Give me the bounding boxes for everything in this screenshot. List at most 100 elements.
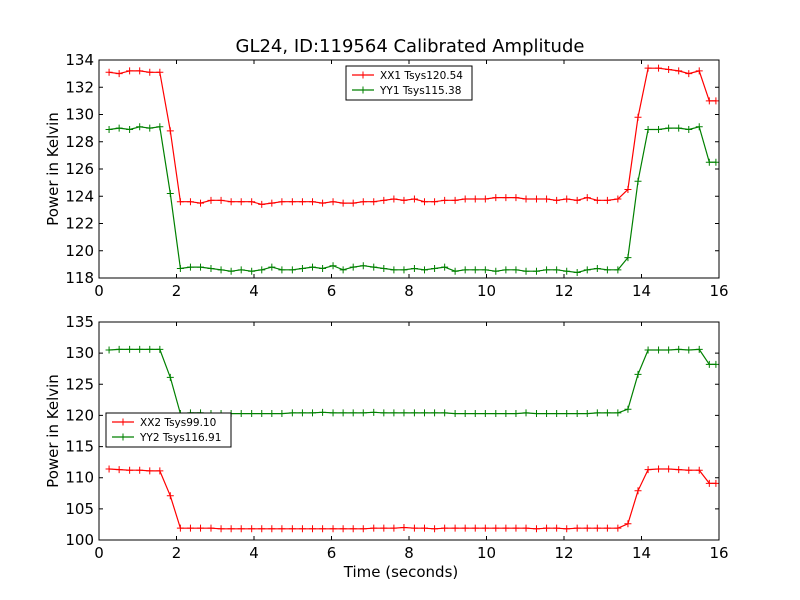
data-point [481, 195, 489, 203]
data-point [400, 524, 408, 532]
x-axis-label: Time (seconds) [343, 563, 459, 581]
data-point [278, 525, 286, 533]
data-point [634, 370, 642, 378]
data-point [532, 267, 540, 275]
data-point [237, 198, 245, 206]
data-point [207, 196, 215, 204]
data-point [421, 409, 428, 417]
data-point [695, 123, 703, 131]
data-point [400, 266, 408, 274]
data-point [349, 263, 357, 271]
data-point [329, 198, 337, 206]
data-point [471, 524, 479, 532]
data-point [359, 409, 367, 417]
data-point [136, 123, 144, 131]
data-point [705, 97, 713, 105]
x-tick-label: 16 [709, 544, 728, 562]
data-point [248, 267, 256, 275]
data-point [614, 195, 622, 203]
data-point [359, 198, 367, 206]
data-point [675, 67, 683, 75]
data-point [390, 195, 398, 203]
data-point [502, 194, 510, 202]
bottom-panel: 0 2 4 6 8 10 12 14 16 100 105 110 115 120 125 130 135 Pow… [44, 313, 729, 581]
data-point [685, 125, 693, 133]
legend: XX1 Tsys120.54 YY1 Tsys115.38 [345, 65, 473, 101]
data-point [237, 410, 245, 418]
data-point [492, 194, 500, 202]
data-point [319, 525, 327, 533]
data-point [492, 267, 500, 275]
data-point [136, 67, 144, 75]
data-point [258, 266, 266, 274]
data-point [186, 198, 194, 206]
data-point [146, 124, 154, 132]
data-point [532, 410, 540, 418]
data-point [624, 520, 632, 528]
data-point [146, 68, 154, 76]
data-point [166, 373, 174, 381]
data-point [712, 97, 720, 105]
data-point [603, 524, 611, 532]
y-tick-label: 118 [65, 269, 94, 287]
x-tick-label: 12 [554, 544, 573, 562]
data-point [207, 264, 215, 272]
data-point [675, 466, 683, 474]
data-point [126, 125, 134, 133]
legend-marker [119, 418, 127, 426]
series-1 [105, 465, 720, 533]
legend-label: YY2 Tsys116.91 [139, 432, 221, 444]
data-point [166, 127, 174, 135]
legend-entry: XX1 Tsys120.54 [352, 70, 463, 82]
data-point [298, 409, 306, 417]
y-axis-label: Power in Kelvin [44, 112, 62, 226]
y-tick-label: 135 [65, 313, 94, 331]
data-point [156, 467, 164, 475]
data-point [583, 524, 591, 532]
data-point [441, 196, 449, 204]
data-point [288, 198, 296, 206]
data-point [502, 410, 510, 418]
data-point [248, 525, 256, 533]
data-point [512, 524, 520, 532]
data-point [431, 409, 439, 417]
x-tick-label: 0 [94, 282, 104, 300]
data-point [512, 194, 520, 202]
x-tick-label: 6 [327, 282, 337, 300]
data-point [207, 524, 215, 532]
data-point [309, 409, 317, 417]
data-point [563, 525, 571, 533]
data-point [410, 409, 418, 417]
data-point [115, 345, 123, 353]
data-point [400, 409, 408, 417]
data-point [665, 66, 673, 74]
data-point [421, 524, 428, 532]
data-point [502, 524, 510, 532]
data-point [176, 264, 184, 272]
data-point [492, 410, 500, 418]
data-point [593, 409, 601, 417]
data-point [451, 410, 459, 418]
data-point [421, 266, 428, 274]
data-point [603, 196, 611, 204]
data-point [268, 263, 276, 271]
legend-label: XX2 Tsys99.10 [140, 417, 216, 429]
data-point [563, 410, 571, 418]
x-tick-label: 10 [477, 282, 496, 300]
data-point [136, 345, 144, 353]
data-point [339, 266, 347, 274]
data-point [614, 409, 622, 417]
data-point [695, 466, 703, 474]
x-tick-label: 6 [327, 544, 337, 562]
data-point [583, 266, 591, 274]
x-tick-label: 4 [249, 544, 259, 562]
data-point [370, 198, 378, 206]
data-point [349, 199, 357, 207]
data-point [105, 465, 113, 473]
data-point [543, 195, 551, 203]
data-point [146, 345, 154, 353]
data-point [553, 410, 561, 418]
data-point [471, 410, 479, 418]
data-point [288, 409, 296, 417]
y-tick-label: 128 [65, 133, 94, 151]
